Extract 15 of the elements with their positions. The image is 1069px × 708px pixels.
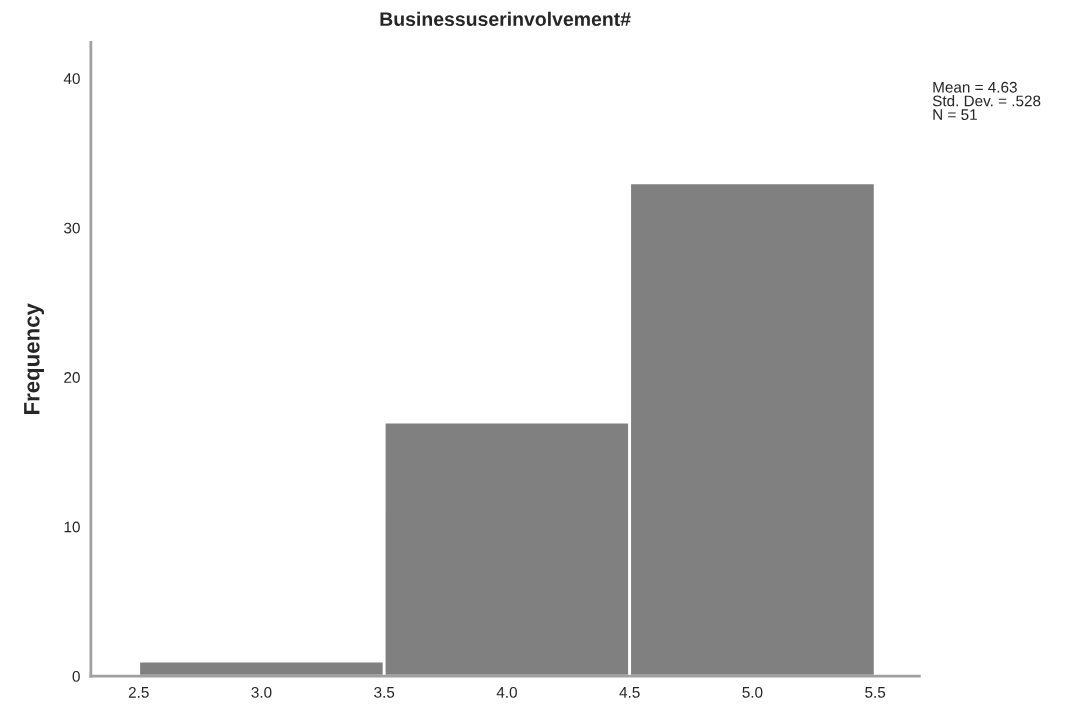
x-tick-label: 5.5 [865, 687, 886, 698]
y-tick-label: 20 [64, 372, 80, 383]
x-tick-label: 3.5 [374, 686, 395, 698]
x-tick-label: 4.5 [619, 687, 640, 698]
chart-title: Businessuserinvolvement# [380, 11, 631, 26]
text: Mean = 4.63 Std. Dev. = .528 N = 51 [932, 81, 1041, 121]
x-tick-label: 3.0 [251, 686, 272, 698]
y-tick-label: 10 [64, 521, 80, 533]
x-tick-label: 2.5 [128, 686, 149, 698]
y-tick-label: 0 [72, 671, 80, 682]
y-axis-title: Frequency [24, 303, 45, 415]
x-tick-label: 4.0 [496, 686, 517, 698]
x-tick-label: 5.0 [742, 686, 763, 698]
y-tick-label: 30 [64, 222, 80, 234]
y-tick-label: 40 [63, 73, 80, 85]
